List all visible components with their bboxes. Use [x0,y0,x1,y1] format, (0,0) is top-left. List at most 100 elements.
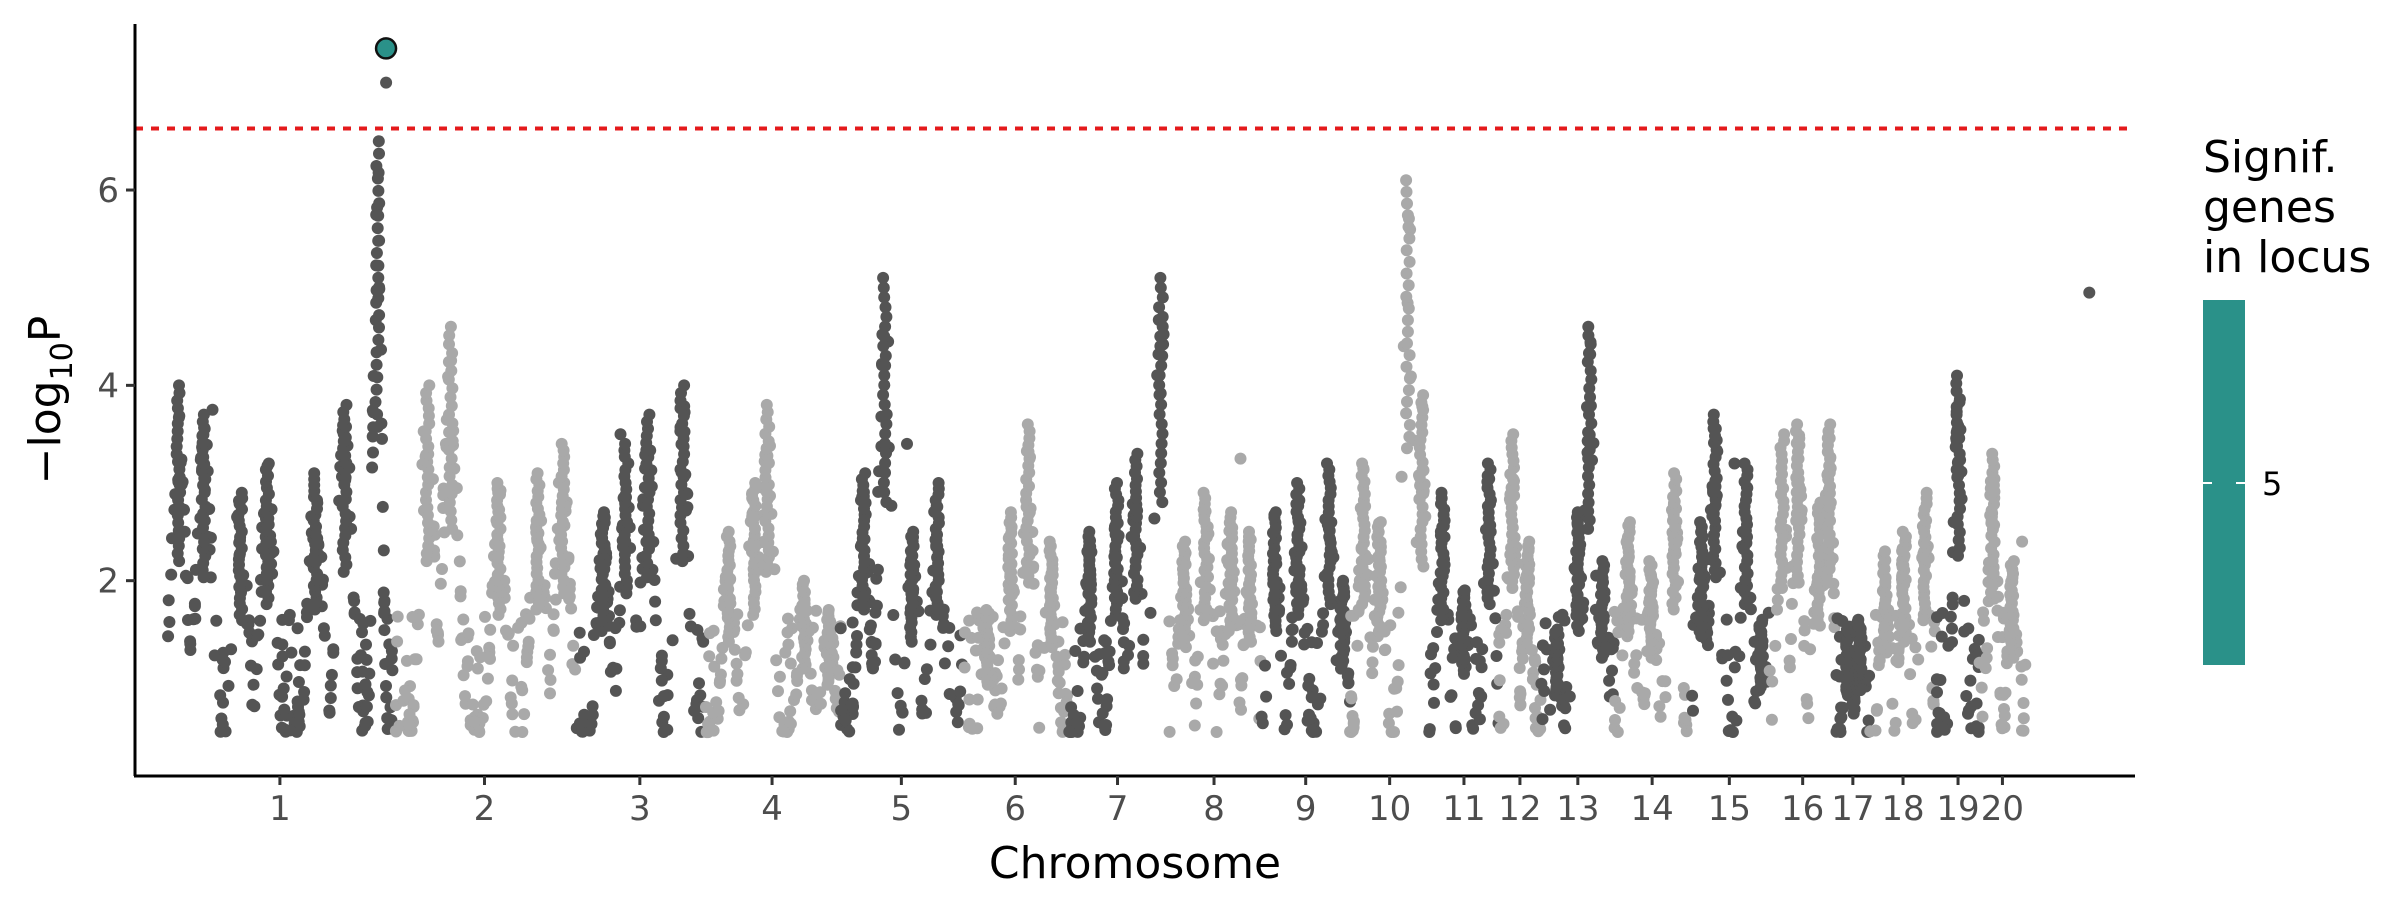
chromosome-segment-peak-point [372,209,385,222]
chromosome-9-point [1303,672,1316,685]
outlier-point [901,437,913,450]
chromosome-7-peak-point [1154,330,1167,343]
chromosome-segment-peak-point [371,371,384,384]
chromosome-1-point [278,703,291,716]
chromosome-19-point [1958,625,1971,638]
chromosome-11-point [1490,650,1503,662]
chromosome-11-point [1489,612,1502,625]
chromosome-9-point [1283,677,1296,690]
highlighted-point[interactable] [374,37,398,60]
chromosome-18-point [1869,724,1882,737]
chromosome-2-point [520,656,533,669]
chromosome-segment-peak-point [373,234,386,247]
chromosome-4-peak-point [722,525,735,538]
chromosome-9-point [1285,635,1298,648]
chromosome-segment-peak-point [373,147,385,160]
chromosome-19-point [1962,707,1974,720]
chromosome-2-peak-point [443,338,455,351]
chromosome-5-point [849,661,862,674]
chromosome-6-point [1051,674,1064,687]
chromosome-18-peak-point [1920,486,1933,499]
chromosome-9-point [1285,624,1298,637]
chromosome-20-point [2017,712,2030,725]
chromosome-9-point [1275,649,1287,662]
chromosome-7-point [1122,649,1134,662]
chromosome-10-peak-point [1400,267,1413,280]
x-tick-label-chr-1: 1 [269,789,291,829]
chromosome-2-point [567,639,580,652]
chromosome-5-peak-point [880,408,893,421]
y-axis-title-suffix: P [20,316,71,343]
chromosome-5-point [943,688,956,700]
chromosome-7-peak-point [1156,349,1169,362]
chromosome-16-point [1783,661,1796,674]
chromosome-5-peak-point [877,281,890,294]
chromosome-1-point [254,614,267,627]
chromosome-17-point [1862,714,1875,727]
chromosome-10-peak-point [1401,337,1413,350]
chromosome-5-peak-point [859,467,872,480]
chromosome-13-point [1552,611,1565,623]
chromosome-7-point [1096,707,1109,720]
chromosome-4-point [712,705,725,717]
x-tick-label-chr-2: 2 [474,789,496,829]
chromosome-2-point [457,613,470,626]
chromosome-segment-point [361,715,374,728]
chromosome-5-point [891,687,904,700]
chromosome-7-peak-point [1155,437,1168,450]
chromosome-5-peak-point [877,340,890,353]
chromosome-11-point [1473,713,1486,726]
chromosome-18-point [1912,653,1925,666]
chromosome-11-point [1431,626,1443,638]
chromosome-13-point [1540,643,1553,656]
chromosome-7-point [1098,634,1111,647]
chromosome-2-peak-point [555,437,568,450]
chromosome-10-point [1394,581,1407,594]
chromosome-1-point [162,594,175,607]
chromosome-1-point [247,678,260,691]
chromosome-7-peak-point [1155,418,1168,431]
chromosome-6-peak-point [1043,535,1056,548]
y-axis-title: −log10P [20,316,80,485]
chromosome-2-point [403,719,416,731]
chromosome-11-point [1470,652,1482,665]
chromosome-9-point [1284,659,1297,671]
chromosome-6-point [963,693,976,706]
chromosome-7-point [1071,685,1084,697]
chromosome-19-point [1931,686,1943,699]
chromosome-5-point [915,694,928,707]
chromosome-2-point [518,708,531,721]
chromosome-14-point [1630,649,1643,662]
chromosome-1-point [165,568,178,581]
chromosome-7-point [1070,717,1083,729]
chromosome-7-point [1102,655,1115,668]
chromosome-1-point [248,700,261,713]
chromosome-segment-point [366,461,379,474]
chromosome-4-point [781,626,794,639]
chromosome-4-point [782,638,795,651]
chromosome-5-peak-point [880,310,893,323]
chromosome-6-peak-point [1021,418,1034,431]
chromosome-12-point [1497,717,1510,730]
chromosome-7-peak-point [1083,525,1096,538]
chromosome-6-point [994,697,1007,710]
chromosome-11-peak-point [1481,457,1494,470]
chromosome-19-point [1930,673,1943,686]
chromosome-segment-point [366,430,379,443]
chromosome-1-point [225,643,238,656]
chromosome-15-point [1733,650,1746,663]
chromosome-1-point [276,690,289,703]
chromosome-segment-peak-point [372,135,385,148]
chromosome-13-point [1539,617,1552,630]
chromosome-3-peak-point [643,408,656,421]
chromosome-10-point [1366,656,1379,669]
chromosome-4-point [708,660,721,673]
chromosome-4-point [814,686,827,699]
chromosome-7-peak-point [1153,388,1166,401]
chromosome-7-point [1095,668,1108,681]
chromosome-5-point [887,609,900,621]
chromosome-16-point [1771,594,1784,607]
chromosome-6-point [1033,721,1046,734]
chromosome-5-point [954,685,967,698]
